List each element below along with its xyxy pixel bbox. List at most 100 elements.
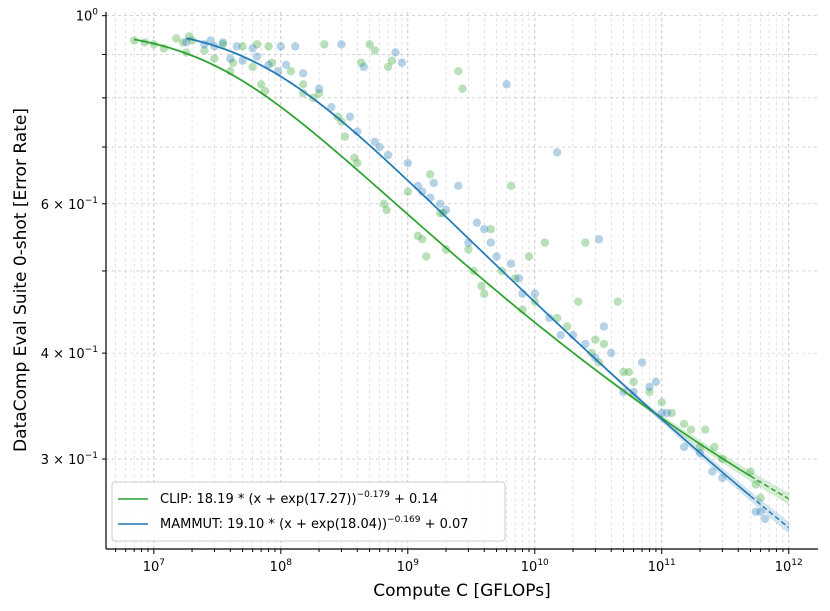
data-point-mammut bbox=[599, 322, 609, 331]
legend: CLIP: 18.19 * (x + exp(17.27))−0.179 + 0… bbox=[111, 481, 506, 542]
data-point-clip bbox=[562, 322, 572, 331]
y-tick-label: 3 × 10−1 bbox=[41, 451, 98, 468]
data-point-clip bbox=[353, 158, 362, 168]
data-point-mammut bbox=[637, 358, 647, 367]
y-axis-title: DataComp Eval Suite 0-shot [Error Rate] bbox=[11, 108, 31, 452]
x-tick-label: 1010 bbox=[521, 558, 549, 575]
data-point-mammut bbox=[441, 205, 451, 215]
data-point-mammut bbox=[552, 148, 562, 157]
data-point-mammut bbox=[506, 259, 516, 268]
data-point-clip bbox=[686, 425, 696, 434]
data-point-mammut bbox=[375, 142, 384, 152]
data-point-mammut bbox=[276, 42, 286, 51]
data-point-mammut bbox=[581, 339, 590, 349]
tick-marks bbox=[102, 15, 790, 554]
data-point-clip bbox=[382, 205, 391, 215]
data-point-clip bbox=[314, 89, 324, 98]
data-point-clip bbox=[320, 40, 329, 49]
fit-line-clip bbox=[134, 38, 751, 477]
data-point-mammut bbox=[472, 218, 482, 227]
fit-confidence-bands bbox=[134, 36, 789, 534]
data-point-clip bbox=[587, 348, 596, 358]
data-points bbox=[129, 32, 770, 524]
data-point-mammut bbox=[556, 330, 565, 340]
data-point-clip bbox=[477, 281, 486, 291]
data-point-mammut bbox=[383, 150, 393, 160]
data-point-mammut bbox=[480, 225, 489, 234]
data-point-clip bbox=[370, 46, 380, 55]
data-point-clip bbox=[458, 84, 467, 93]
data-point-clip bbox=[751, 480, 760, 489]
data-point-clip bbox=[264, 42, 273, 51]
data-point-mammut bbox=[530, 289, 539, 298]
data-point-clip bbox=[140, 38, 150, 47]
data-point-mammut bbox=[651, 377, 661, 387]
data-point-clip bbox=[350, 153, 359, 162]
data-point-clip bbox=[629, 377, 638, 387]
data-point-clip bbox=[403, 187, 412, 196]
data-point-clip bbox=[178, 38, 188, 47]
data-point-clip bbox=[518, 305, 527, 314]
x-tick-label: 109 bbox=[397, 558, 420, 575]
data-point-clip bbox=[645, 387, 654, 397]
x-tick-label: 1011 bbox=[648, 558, 676, 575]
data-point-clip bbox=[679, 419, 689, 429]
data-point-mammut bbox=[679, 442, 689, 452]
y-tick-label: 6 × 10−1 bbox=[41, 196, 98, 213]
x-tick-label: 107 bbox=[143, 558, 165, 575]
data-point-mammut bbox=[391, 48, 400, 57]
data-point-clip bbox=[238, 42, 247, 51]
data-point-mammut bbox=[751, 507, 760, 516]
data-point-mammut bbox=[397, 58, 407, 67]
data-point-clip bbox=[228, 58, 238, 67]
data-point-mammut bbox=[502, 80, 511, 89]
data-point-clip bbox=[480, 289, 489, 298]
data-point-clip bbox=[171, 34, 181, 43]
y-tick-label: 4 × 10−1 bbox=[41, 345, 98, 362]
grid-lines bbox=[106, 12, 818, 549]
data-point-mammut bbox=[568, 330, 578, 340]
data-point-clip bbox=[267, 58, 277, 67]
legend-entry-clip: CLIP: 18.19 * (x + exp(17.27))−0.179 + 0… bbox=[118, 490, 438, 507]
data-point-clip bbox=[619, 367, 628, 377]
data-point-clip bbox=[260, 86, 270, 96]
data-point-clip bbox=[200, 46, 209, 55]
data-point-mammut bbox=[657, 408, 666, 418]
data-point-mammut bbox=[345, 112, 355, 121]
data-point-clip bbox=[379, 199, 389, 208]
data-point-clip bbox=[441, 245, 451, 254]
data-point-mammut bbox=[252, 52, 262, 61]
data-point-mammut bbox=[756, 507, 765, 516]
data-point-clip bbox=[624, 367, 633, 377]
data-point-mammut bbox=[418, 187, 427, 196]
data-point-mammut bbox=[486, 238, 495, 247]
fit-line-mammut bbox=[186, 37, 752, 497]
data-point-clip bbox=[383, 62, 393, 72]
data-point-mammut bbox=[206, 36, 215, 45]
data-point-clip bbox=[210, 54, 219, 63]
data-point-mammut bbox=[545, 313, 554, 323]
data-point-mammut bbox=[429, 178, 438, 188]
data-point-mammut bbox=[298, 69, 308, 78]
data-point-mammut bbox=[248, 44, 257, 53]
data-point-mammut bbox=[454, 181, 463, 191]
data-point-clip bbox=[486, 225, 495, 234]
data-point-clip bbox=[298, 89, 308, 98]
data-point-clip bbox=[454, 67, 463, 76]
data-point-clip bbox=[418, 235, 427, 244]
data-point-mammut bbox=[264, 60, 273, 70]
data-point-mammut bbox=[645, 382, 654, 392]
data-point-mammut bbox=[182, 38, 191, 47]
data-point-mammut bbox=[607, 348, 616, 358]
data-point-mammut bbox=[436, 199, 445, 208]
data-point-mammut bbox=[594, 235, 604, 244]
data-point-clip bbox=[710, 442, 719, 452]
legend-label-clip: CLIP: 18.19 * (x + exp(17.27))−0.179 + 0… bbox=[160, 490, 438, 507]
data-point-clip bbox=[746, 467, 755, 476]
data-point-clip bbox=[756, 493, 765, 503]
fit-line-extrapolated-mammut bbox=[750, 495, 790, 529]
data-point-clip bbox=[425, 170, 435, 179]
data-point-clip bbox=[365, 40, 374, 49]
data-point-clip bbox=[218, 40, 228, 49]
